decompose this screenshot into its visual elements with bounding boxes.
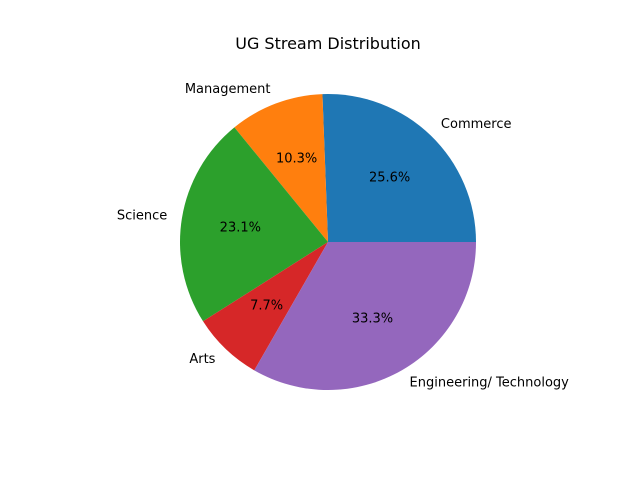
category-label-arts: Arts	[189, 352, 215, 367]
percent-label-engineering-technology: 33.3%	[352, 311, 393, 326]
percent-label-commerce: 25.6%	[369, 171, 410, 186]
category-label-science: Science	[117, 209, 167, 224]
category-label-commerce: Commerce	[441, 117, 512, 132]
percent-label-management: 10.3%	[276, 151, 317, 166]
percent-label-arts: 7.7%	[250, 299, 283, 314]
category-label-management: Management	[185, 82, 271, 97]
chart-title: UG Stream Distribution	[235, 34, 421, 53]
pie-slices	[180, 94, 476, 390]
category-label-engineering-technology: Engineering/ Technology	[410, 375, 570, 390]
percent-label-science: 23.1%	[220, 220, 261, 235]
